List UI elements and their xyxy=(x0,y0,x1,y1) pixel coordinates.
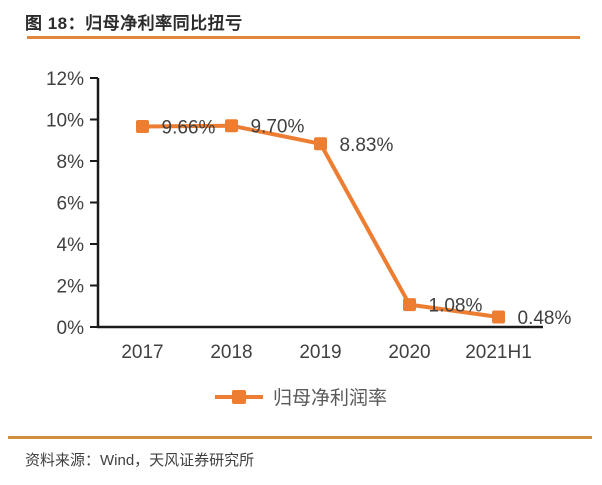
y-axis-tick-label: 12% xyxy=(46,69,84,90)
y-axis-tick-label: 0% xyxy=(57,318,85,339)
y-axis-tick-label: 2% xyxy=(57,277,85,298)
y-axis-tick-label: 4% xyxy=(57,235,85,256)
data-point-label: 9.70% xyxy=(251,117,305,138)
x-axis-label: 2021H1 xyxy=(465,342,532,363)
y-axis-tick-label: 10% xyxy=(46,111,84,132)
header-divider xyxy=(27,36,580,39)
legend-label: 归母净利润率 xyxy=(273,387,387,409)
data-point-label: 8.83% xyxy=(340,135,394,156)
y-axis-tick-label: 6% xyxy=(57,194,85,215)
x-axis-label: 2019 xyxy=(299,342,341,363)
x-axis-label: 2017 xyxy=(121,342,163,363)
series-line xyxy=(142,123,499,320)
data-point-marker xyxy=(136,120,149,134)
y-axis-tick-label: 8% xyxy=(57,152,85,173)
data-point-label: 9.66% xyxy=(162,118,216,139)
legend-marker-icon xyxy=(232,390,246,404)
footer-divider xyxy=(8,436,592,439)
data-point-marker xyxy=(314,137,327,151)
data-point-label: 0.48% xyxy=(518,308,572,329)
x-axis-label: 2020 xyxy=(388,342,430,363)
data-point-label: 1.08% xyxy=(429,296,483,317)
data-point-marker xyxy=(225,119,238,133)
data-point-marker xyxy=(492,310,505,324)
data-point-marker xyxy=(403,298,416,312)
figure-title: 图 18：归母净利率同比扭亏 xyxy=(25,14,243,33)
x-axis-label: 2018 xyxy=(210,342,252,363)
source-note: 资料来源：Wind，天风证券研究所 xyxy=(25,452,255,469)
